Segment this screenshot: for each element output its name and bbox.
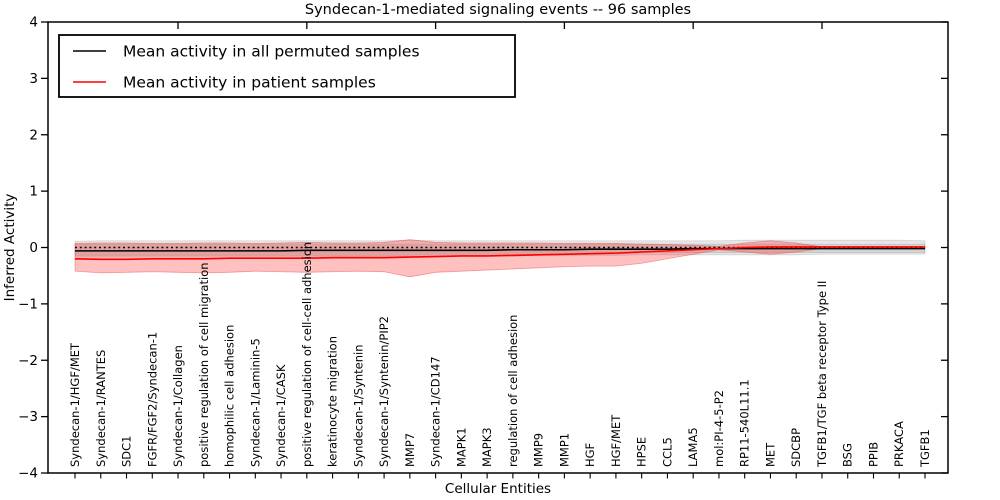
y-tick-label: 0 [29,240,38,256]
y-tick-label: 3 [29,71,38,87]
x-category-label: regulation of cell adhesion [506,315,520,467]
x-category-label: homophilic cell adhesion [223,325,237,467]
x-category-label: MMP1 [557,433,571,467]
x-axis-title: Cellular Entities [445,481,551,497]
x-category-label: MAPK3 [480,427,494,467]
legend-label-patient: Mean activity in patient samples [123,74,376,92]
x-category-label: MAPK1 [454,427,468,467]
x-category-label: BSG [841,443,855,467]
x-category-label: MET [763,442,777,467]
x-category-label: HGF [583,443,597,467]
x-category-label: PPIB [866,442,880,467]
y-tick-label: −4 [18,466,38,482]
x-category-label: RP11-540L11.1 [738,379,752,467]
x-category-label: CCL5 [660,437,674,467]
x-category-label: Syndecan-1/HGF/MET [68,342,82,467]
permuted-band-outer [74,239,926,258]
y-tick-label: 1 [29,184,38,200]
x-category-labels-layer: Syndecan-1/HGF/MET Syndecan-1/RANTES SDC1 F… [68,242,932,468]
x-category-label: HPSE [635,437,649,467]
y-tick-label: −1 [18,296,38,312]
y-axis-title: Inferred Activity [2,194,18,302]
plot-border [47,21,949,474]
x-category-label: Syndecan-1/Laminin-5 [248,338,262,467]
x-category-label: SDC1 [120,435,134,467]
x-category-label: Syndecan-1/Syntenin [351,344,365,467]
patient-mean-line [74,246,925,261]
x-category-label: Syndecan-1/Syntenin/PIP2 [377,316,391,467]
x-category-label: Syndecan-1/CD147 [429,356,443,467]
x-category-label: TGFB1/TGF beta receptor Type II [815,281,829,468]
y-tick-label: 4 [29,15,38,31]
x-category-label: Syndecan-1/RANTES [94,350,108,467]
y-tick-label: −2 [18,353,38,369]
x-category-label: FGFR/FGF2/Syndecan-1 [145,332,159,467]
series-lines-layer [74,246,925,261]
legend: Mean activity in all permuted samples Me… [58,34,516,98]
legend-box [58,34,516,98]
y-tick-label: 2 [29,127,38,143]
y-tick-label: −3 [18,409,38,425]
x-category-label: positive regulation of cell-cell adhesio… [300,242,314,467]
x-category-label: LAMA5 [686,427,700,467]
x-category-label: MMP7 [403,433,417,467]
x-category-label: mol:PI-4-5-P2 [712,390,726,467]
permuted-mean-line [75,247,925,252]
x-category-label: positive regulation of cell migration [197,262,211,467]
x-category-label: SDCBP [789,428,803,467]
x-category-label: HGF/MET [609,414,623,467]
x-category-label: Syndecan-1/CASK [274,364,288,467]
legend-label-permuted: Mean activity in all permuted samples [123,43,420,61]
x-category-label: TGFB1 [918,429,932,468]
x-category-label: MMP9 [532,433,546,467]
x-category-label: Syndecan-1/Collagen [171,345,185,467]
chart-title: Syndecan-1-mediated signaling events -- … [305,2,691,18]
x-category-label: keratinocyte migration [326,336,340,467]
x-category-label: PRKACA [892,421,906,467]
